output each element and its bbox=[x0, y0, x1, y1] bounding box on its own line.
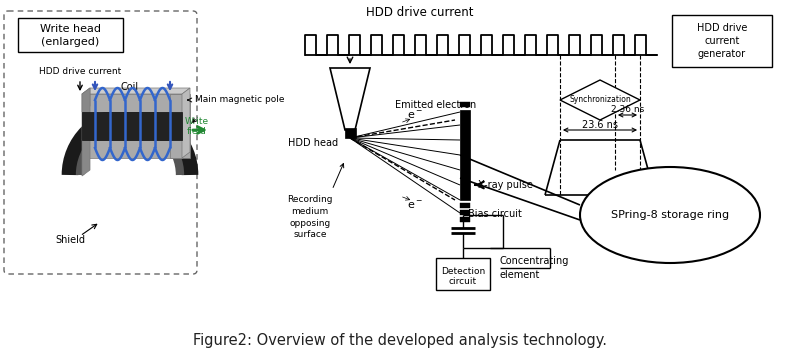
Text: HDD drive: HDD drive bbox=[697, 23, 747, 33]
Text: e$^-$: e$^-$ bbox=[407, 200, 423, 210]
Text: Synchronization: Synchronization bbox=[569, 95, 631, 105]
Bar bbox=[82, 140, 182, 158]
Polygon shape bbox=[182, 88, 190, 158]
Polygon shape bbox=[560, 80, 640, 120]
Text: X-ray pulse: X-ray pulse bbox=[478, 180, 533, 190]
Bar bbox=[460, 110, 470, 200]
Text: e$^-$: e$^-$ bbox=[407, 109, 423, 121]
Polygon shape bbox=[82, 88, 190, 94]
Bar bbox=[18, 18, 123, 52]
Bar bbox=[82, 94, 182, 112]
Polygon shape bbox=[330, 68, 370, 130]
Polygon shape bbox=[82, 134, 190, 140]
Text: generator: generator bbox=[698, 49, 746, 59]
Text: Coil: Coil bbox=[121, 82, 139, 92]
Text: HDD drive current: HDD drive current bbox=[39, 68, 121, 76]
Bar bbox=[672, 15, 772, 67]
Bar bbox=[436, 258, 490, 290]
Bar bbox=[460, 203, 470, 208]
Text: field: field bbox=[187, 127, 207, 137]
Bar bbox=[82, 112, 182, 140]
Text: Shield: Shield bbox=[55, 235, 85, 245]
Bar bbox=[345, 128, 356, 138]
FancyBboxPatch shape bbox=[4, 11, 197, 274]
Text: 23.6 ns: 23.6 ns bbox=[582, 120, 618, 130]
Text: Bias circuit: Bias circuit bbox=[468, 209, 522, 219]
Text: Main magnetic pole: Main magnetic pole bbox=[195, 95, 285, 105]
Text: Write head: Write head bbox=[40, 24, 101, 34]
Text: Figure2: Overview of the developed analysis technology.: Figure2: Overview of the developed analy… bbox=[193, 333, 607, 347]
Bar bbox=[460, 102, 470, 107]
Ellipse shape bbox=[580, 167, 760, 263]
Bar bbox=[170, 94, 190, 158]
Text: circuit: circuit bbox=[449, 277, 477, 285]
Text: SPring-8 storage ring: SPring-8 storage ring bbox=[611, 210, 729, 220]
Bar bbox=[460, 210, 470, 215]
Text: HDD drive current: HDD drive current bbox=[366, 6, 474, 19]
Text: current: current bbox=[704, 36, 740, 46]
Text: Emitted electron: Emitted electron bbox=[395, 100, 476, 110]
Text: Concentrating
element: Concentrating element bbox=[500, 256, 570, 279]
Polygon shape bbox=[82, 88, 90, 176]
Text: 2.36 ns: 2.36 ns bbox=[611, 106, 644, 114]
Text: HDD head: HDD head bbox=[288, 138, 338, 148]
Text: (enlarged): (enlarged) bbox=[42, 37, 100, 47]
Text: Write: Write bbox=[185, 117, 209, 126]
Text: Recording
medium
opposing
surface: Recording medium opposing surface bbox=[287, 195, 333, 239]
Text: Detection: Detection bbox=[441, 266, 485, 276]
Polygon shape bbox=[82, 88, 90, 112]
Bar bbox=[460, 217, 470, 222]
